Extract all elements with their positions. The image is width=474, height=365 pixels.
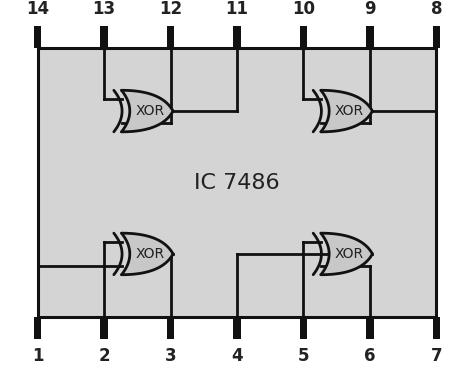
- Text: 6: 6: [364, 347, 376, 365]
- Text: 10: 10: [292, 0, 315, 18]
- Text: 2: 2: [98, 347, 110, 365]
- Text: 11: 11: [226, 0, 248, 18]
- Bar: [233, 26, 241, 48]
- Text: IC 7486: IC 7486: [194, 173, 280, 192]
- Polygon shape: [121, 90, 173, 132]
- Text: 7: 7: [430, 347, 442, 365]
- Bar: [433, 317, 440, 339]
- Bar: [100, 317, 108, 339]
- Bar: [167, 26, 174, 48]
- Bar: [300, 317, 307, 339]
- Bar: [433, 26, 440, 48]
- Polygon shape: [321, 90, 373, 132]
- Text: 4: 4: [231, 347, 243, 365]
- Text: 8: 8: [430, 0, 442, 18]
- Text: 9: 9: [364, 0, 376, 18]
- Bar: [167, 317, 174, 339]
- Bar: [366, 317, 374, 339]
- Text: XOR: XOR: [335, 247, 364, 261]
- Bar: [233, 317, 241, 339]
- Text: 5: 5: [298, 347, 309, 365]
- Bar: [34, 26, 41, 48]
- Text: XOR: XOR: [136, 247, 164, 261]
- Text: 13: 13: [92, 0, 116, 18]
- Bar: [37, 48, 437, 317]
- Bar: [366, 26, 374, 48]
- Bar: [300, 26, 307, 48]
- Text: XOR: XOR: [136, 104, 164, 118]
- Text: 1: 1: [32, 347, 44, 365]
- Bar: [34, 317, 41, 339]
- Text: 14: 14: [26, 0, 49, 18]
- Bar: [100, 26, 108, 48]
- Text: 3: 3: [165, 347, 176, 365]
- Text: XOR: XOR: [335, 104, 364, 118]
- Polygon shape: [321, 233, 373, 275]
- Polygon shape: [121, 233, 173, 275]
- Text: 12: 12: [159, 0, 182, 18]
